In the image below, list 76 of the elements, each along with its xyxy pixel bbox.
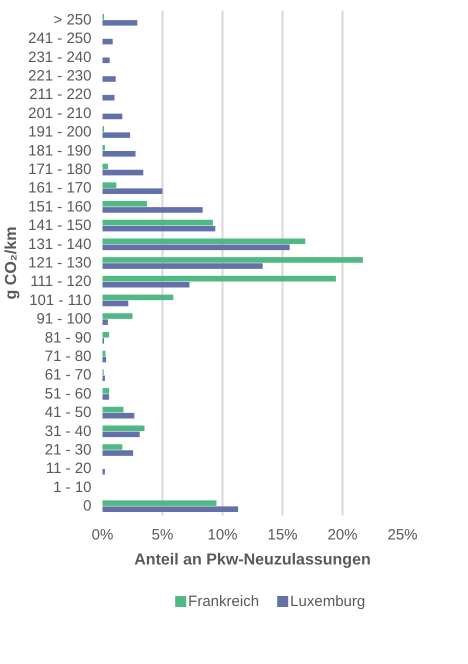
bar — [102, 313, 132, 319]
y-tick-label: 31 - 40 — [44, 422, 92, 440]
bar — [102, 388, 110, 394]
y-tick-label: > 250 — [54, 11, 92, 28]
y-tick-label: 131 - 140 — [28, 236, 92, 253]
y-tick-label: 231 - 240 — [28, 48, 92, 66]
bar — [102, 244, 290, 250]
y-tick-label: 0 — [83, 498, 92, 515]
bar — [102, 114, 122, 120]
bar — [102, 151, 136, 157]
bar — [102, 76, 116, 82]
x-tick-label: 25% — [387, 526, 418, 544]
x-tick-label: 5% — [152, 526, 174, 544]
y-tick-label: 221 - 230 — [28, 67, 92, 84]
y-tick-label: 101 - 110 — [29, 292, 92, 309]
bar — [102, 182, 116, 188]
y-tick-label: 111 - 120 — [30, 273, 92, 290]
bar — [102, 412, 134, 418]
bar — [102, 257, 363, 263]
bar — [102, 58, 110, 64]
bar — [102, 332, 110, 338]
bar — [102, 276, 336, 282]
x-tick-label: 20% — [327, 526, 358, 544]
x-tick-label: 10% — [207, 526, 238, 544]
y-tick-label: 241 - 250 — [28, 30, 92, 48]
y-tick-label: 21 - 30 — [44, 442, 92, 459]
x-axis-title: Anteil an Pkw-Neuzulassungen — [134, 552, 371, 568]
y-tick-label: 61 - 70 — [44, 366, 92, 384]
bar — [102, 356, 106, 362]
bar — [102, 238, 306, 244]
bar — [102, 207, 203, 213]
bar — [102, 426, 144, 432]
bar — [102, 20, 138, 26]
bar — [102, 500, 216, 506]
bar — [102, 164, 108, 170]
bar — [102, 506, 238, 512]
y-tick-label: 211 - 220 — [29, 86, 92, 104]
bar — [102, 188, 162, 194]
y-tick-label: 171 - 180 — [28, 160, 92, 178]
bar — [102, 220, 213, 226]
bar — [102, 94, 114, 100]
bar — [102, 444, 122, 450]
bar — [102, 170, 144, 176]
y-tick-label: 191 - 200 — [28, 124, 92, 141]
x-tick-label: 0% — [92, 526, 114, 544]
bar — [102, 282, 190, 288]
bar — [102, 132, 130, 138]
bar — [102, 38, 113, 44]
y-tick-label: 1 - 10 — [53, 478, 92, 496]
y-tick-label: 51 - 60 — [44, 385, 92, 402]
bar — [102, 201, 147, 207]
bar — [102, 319, 108, 325]
y-axis-title: g CO₂/km — [3, 226, 20, 300]
x-tick-label: 15% — [267, 526, 298, 544]
legend-label: Frankreich — [188, 593, 260, 610]
y-tick-label: 161 - 170 — [28, 180, 92, 197]
bar — [102, 294, 174, 300]
y-tick-label: 141 - 150 — [28, 217, 92, 234]
bar — [102, 350, 106, 356]
y-tick-label: 151 - 160 — [28, 198, 92, 216]
y-tick-label: 201 - 210 — [28, 104, 92, 122]
bar — [102, 394, 110, 400]
y-tick-label: 41 - 50 — [44, 404, 92, 422]
bar — [102, 450, 134, 456]
bar — [102, 226, 216, 232]
bar — [102, 406, 124, 412]
bar — [102, 300, 128, 306]
bar — [102, 263, 263, 269]
y-tick-label: 11 - 20 — [46, 460, 92, 478]
y-tick-label: 71 - 80 — [44, 348, 92, 366]
legend-label: Luxemburg — [290, 593, 366, 610]
y-tick-label: 181 - 190 — [28, 142, 92, 160]
bar — [102, 432, 140, 438]
y-tick-label: 121 - 130 — [28, 254, 92, 272]
y-tick-label: 91 - 100 — [36, 310, 92, 328]
y-tick-label: 81 - 90 — [44, 329, 92, 346]
